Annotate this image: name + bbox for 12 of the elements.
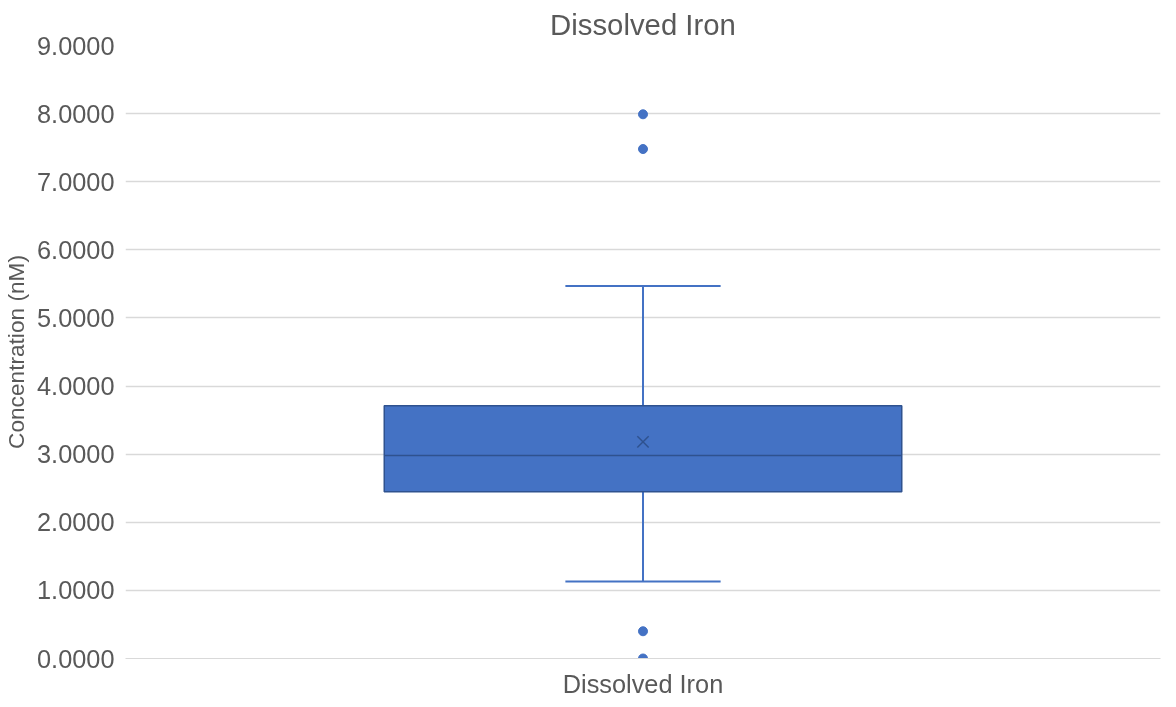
y-tick-label: 3.0000	[37, 440, 115, 469]
y-tick-label: 5.0000	[37, 303, 115, 332]
chart-title: Dissolved Iron	[550, 7, 736, 41]
y-axis-title: Concentration (nM)	[3, 255, 30, 449]
y-tick-label: 8.0000	[37, 99, 115, 128]
y-tick-label: 7.0000	[37, 167, 115, 196]
y-tick-label: 9.0000	[37, 31, 115, 60]
y-tick-label: 6.0000	[37, 235, 115, 264]
y-tick-label: 4.0000	[37, 372, 115, 401]
y-tick-label: 2.0000	[37, 508, 115, 537]
y-tick-label: 0.0000	[37, 644, 115, 673]
y-tick-label: 1.0000	[37, 576, 115, 605]
